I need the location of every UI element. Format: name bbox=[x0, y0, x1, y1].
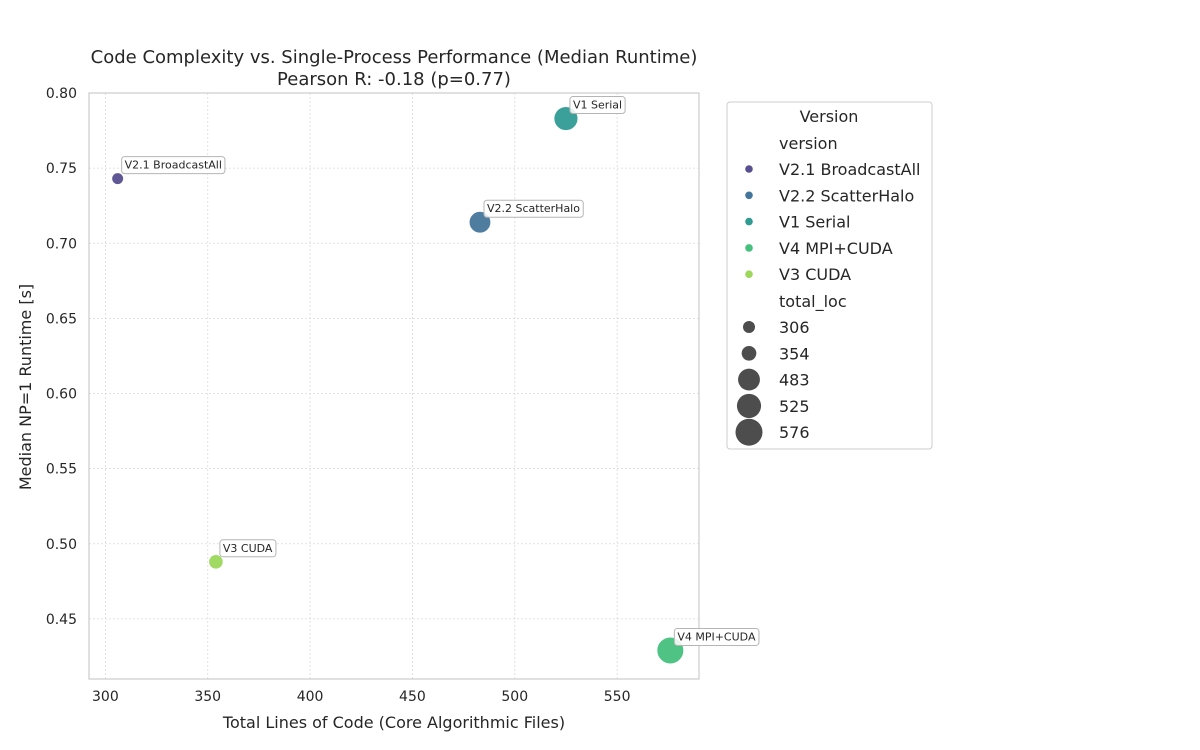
legend-size-marker bbox=[738, 368, 760, 391]
y-tick-label: 0.50 bbox=[46, 537, 77, 553]
annotation-label: V1 Serial bbox=[573, 99, 622, 112]
legend-size-header: total_loc bbox=[779, 292, 847, 312]
x-tick-label: 500 bbox=[501, 689, 528, 705]
x-axis-ticks: 300 350 400 450 500 550 bbox=[92, 689, 630, 705]
data-points bbox=[111, 105, 685, 665]
legend-size-label: 483 bbox=[779, 371, 810, 390]
point-annotation: V3 CUDA bbox=[219, 539, 277, 558]
point-annotation: V4 MPI+CUDA bbox=[673, 627, 760, 646]
legend: Version version V2.1 BroadcastAll V2.2 Sc… bbox=[726, 101, 933, 450]
annotation-box bbox=[483, 199, 584, 218]
legend-title: Version bbox=[800, 107, 859, 126]
x-tick-label: 300 bbox=[92, 689, 119, 705]
x-tick-label: 450 bbox=[399, 689, 426, 705]
gridlines bbox=[89, 92, 699, 679]
annotation-box bbox=[121, 156, 226, 175]
legend-hue-label: V1 Serial bbox=[779, 213, 850, 232]
legend-size-marker bbox=[735, 418, 763, 446]
y-tick-label: 0.45 bbox=[46, 612, 77, 628]
data-point bbox=[208, 553, 224, 570]
y-tick-label: 0.80 bbox=[46, 86, 77, 102]
x-axis-label: Total Lines of Code (Core Algorithmic Fi… bbox=[222, 713, 565, 732]
y-axis-ticks: 0.45 0.50 0.55 0.60 0.65 0.70 0.75 0.80 bbox=[46, 86, 77, 628]
y-tick-label: 0.65 bbox=[46, 311, 77, 327]
legend-size-entries: 306 354 483 525 576 bbox=[735, 318, 810, 446]
y-axis-label: Median NP=1 Runtime [s] bbox=[16, 284, 35, 490]
legend-size-marker bbox=[743, 321, 755, 333]
y-tick-label: 0.55 bbox=[46, 462, 77, 478]
legend-hue-marker bbox=[745, 165, 753, 173]
legend-hue-label: V2.1 BroadcastAll bbox=[779, 160, 920, 179]
legend-size-label: 306 bbox=[779, 318, 810, 337]
y-tick-label: 0.60 bbox=[46, 387, 77, 403]
annotation-label: V4 MPI+CUDA bbox=[677, 630, 756, 643]
point-annotations: V2.1 BroadcastAll V2.2 ScatterHalo V1 Seri… bbox=[121, 96, 760, 646]
x-tick-label: 400 bbox=[297, 689, 324, 705]
legend-size-label: 525 bbox=[779, 397, 810, 416]
point-annotation: V2.2 ScatterHalo bbox=[483, 199, 584, 218]
y-tick-label: 0.70 bbox=[46, 236, 77, 252]
annotation-label: V2.2 ScatterHalo bbox=[487, 202, 580, 215]
legend-hue-entries: V2.1 BroadcastAll V2.2 ScatterHalo V1 Seri… bbox=[745, 160, 920, 284]
chart-title: Code Complexity vs. Single-Process Perfo… bbox=[91, 47, 698, 68]
legend-hue-label: V4 MPI+CUDA bbox=[779, 239, 893, 258]
plot-area-frame bbox=[88, 92, 700, 680]
annotation-box bbox=[569, 96, 626, 115]
chart-subtitle: Pearson R: -0.18 (p=0.77) bbox=[277, 69, 511, 90]
point-annotation: V1 Serial bbox=[569, 96, 626, 115]
legend-hue-marker bbox=[745, 217, 753, 226]
y-tick-label: 0.75 bbox=[46, 161, 77, 177]
legend-hue-marker bbox=[745, 244, 753, 252]
legend-hue-marker bbox=[745, 191, 753, 200]
data-point bbox=[111, 172, 125, 186]
point-annotation: V2.1 BroadcastAll bbox=[121, 156, 226, 175]
legend-frame bbox=[726, 101, 933, 450]
legend-hue-label: V2.2 ScatterHalo bbox=[779, 186, 914, 205]
x-tick-label: 350 bbox=[194, 689, 221, 705]
legend-size-label: 576 bbox=[779, 423, 810, 442]
annotation-label: V2.1 BroadcastAll bbox=[125, 159, 222, 172]
legend-size-label: 354 bbox=[779, 344, 810, 363]
annotation-box bbox=[219, 539, 277, 558]
annotation-label: V3 CUDA bbox=[223, 542, 273, 555]
legend-hue-label: V3 CUDA bbox=[779, 265, 851, 284]
annotation-box bbox=[673, 627, 760, 646]
legend-size-marker bbox=[736, 393, 762, 418]
legend-hue-marker bbox=[745, 270, 753, 279]
legend-size-marker bbox=[741, 345, 757, 361]
x-tick-label: 550 bbox=[604, 689, 631, 705]
legend-hue-header: version bbox=[779, 134, 838, 153]
